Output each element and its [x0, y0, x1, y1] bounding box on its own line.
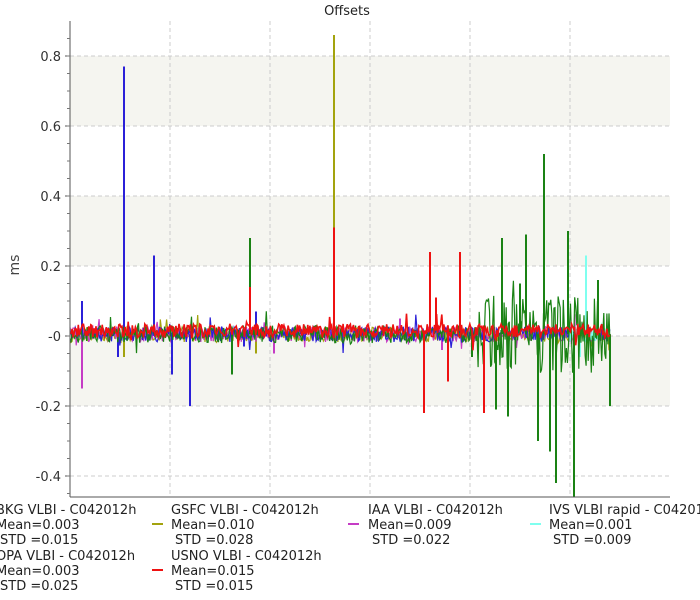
legend-name: IVS VLBI rapid - C042012h [549, 503, 700, 518]
legend-std: STD =0.015 [0, 533, 78, 548]
y-axis-label: ms [7, 255, 23, 276]
legend-mean: Mean=0.009 [368, 518, 452, 533]
legend-std: STD =0.015 [175, 579, 253, 594]
y-tick-label: -0.4 [36, 470, 61, 485]
y-tick-label: -0.2 [36, 400, 61, 415]
legend-std: STD =0.028 [175, 533, 253, 548]
legend-name: BKG VLBI - C042012h [0, 503, 136, 518]
legend-name: IAA VLBI - C042012h [368, 503, 503, 518]
legend-std: STD =0.009 [553, 533, 631, 548]
y-tick-label: 0.2 [40, 260, 61, 275]
axes: -0.4 -0.2 -0 0.2 0.4 0.6 0.8 [36, 21, 670, 498]
y-tick-label: -0 [48, 330, 61, 345]
legend-mean: Mean=0.010 [171, 518, 255, 533]
series-layer [69, 35, 611, 497]
legend-name: USNO VLBI - C042012h [171, 549, 322, 564]
y-tick-label: 0.6 [40, 120, 61, 135]
legend-mean: Mean=0.015 [171, 564, 255, 579]
chart-title: Offsets [324, 4, 370, 19]
series-4 [69, 154, 611, 497]
legend-std: STD =0.025 [0, 579, 78, 594]
legend-mean: Mean=0.003 [0, 564, 80, 579]
y-tick-label: 0.4 [40, 190, 61, 205]
y-tick-label: 0.8 [40, 50, 61, 65]
legend-name: OPA VLBI - C042012h [0, 549, 135, 564]
series-line [69, 313, 611, 351]
legend-std: STD =0.022 [372, 533, 450, 548]
legend-mean: Mean=0.001 [549, 518, 633, 533]
legend-mean: Mean=0.003 [0, 518, 80, 533]
legend-name: GSFC VLBI - C042012h [171, 503, 319, 518]
series-5 [69, 227, 611, 413]
